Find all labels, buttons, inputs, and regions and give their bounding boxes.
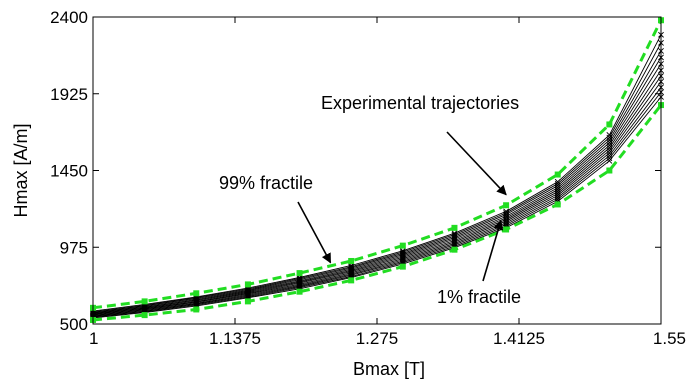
fractile-point xyxy=(348,257,355,264)
trajectory-line xyxy=(92,75,662,316)
fractile-point xyxy=(606,167,613,174)
trajectory-line xyxy=(92,57,662,314)
fractile-point xyxy=(554,201,561,208)
annotation-arrow xyxy=(482,219,504,282)
ticks-layer: 1 1.1375 1.275 1.4125 1.55 500 975 1450 1925 2400 xyxy=(50,8,686,348)
series-layer xyxy=(90,17,664,323)
annotation-arrow xyxy=(297,201,332,264)
y-axis-title: Hmax [A/m] xyxy=(11,123,31,217)
fractile-point xyxy=(244,298,251,305)
trajectory-line xyxy=(92,70,662,316)
y-tick-label: 1450 xyxy=(50,162,88,181)
fractile-point xyxy=(193,290,200,297)
fractile-point xyxy=(451,246,458,253)
annotation-1: 99% fractile xyxy=(219,173,332,264)
trajectory-point xyxy=(606,152,613,159)
x-tick-label: 1.55 xyxy=(653,329,686,348)
x-tick-label: 1.4125 xyxy=(493,329,545,348)
plot-frame xyxy=(92,16,662,325)
trajectory-point xyxy=(606,150,613,156)
fractile-point xyxy=(554,171,561,178)
trajectory-line xyxy=(92,50,662,314)
fractile-line xyxy=(92,104,663,322)
trajectory-point xyxy=(606,142,613,149)
trajectory-point xyxy=(606,155,613,162)
trajectory-line xyxy=(92,81,662,317)
y-tick-label: 500 xyxy=(60,315,88,334)
fractile-point xyxy=(399,263,406,270)
annotation-label: 1% fractile xyxy=(437,287,521,307)
y-tick-label: 2400 xyxy=(50,8,88,27)
fractile-point xyxy=(296,270,303,277)
trajectory-point xyxy=(606,144,613,151)
fractile-point xyxy=(606,121,613,128)
trajectory-point xyxy=(606,157,613,164)
series-1 xyxy=(90,102,664,323)
x-tick-label: 1.1375 xyxy=(209,329,261,348)
fractile-point xyxy=(141,298,148,305)
trajectory-line xyxy=(92,87,662,318)
fractile-point xyxy=(503,202,510,209)
trajectory-line xyxy=(92,42,662,313)
fractile-point xyxy=(348,277,355,284)
fractile-point xyxy=(141,312,148,319)
trajectory-line xyxy=(92,91,662,318)
x-tick-label: 1 xyxy=(89,329,98,348)
trajectory-point xyxy=(606,139,613,146)
y-tick-label: 975 xyxy=(60,238,88,257)
fractile-point xyxy=(244,281,251,288)
trajectory-point xyxy=(554,196,561,203)
fractile-point xyxy=(399,242,406,249)
annotation-2: 1% fractile xyxy=(437,219,521,307)
trajectory-line xyxy=(92,34,662,312)
annotation-arrow xyxy=(446,131,507,196)
annotation-label: 99% fractile xyxy=(219,173,313,193)
series-10 xyxy=(90,84,664,320)
annotation-label: Experimental trajectories xyxy=(321,93,519,113)
annotations: Experimental trajectories 99% fractile 1% … xyxy=(219,93,521,307)
trajectory-point xyxy=(606,147,613,154)
trajectory-line xyxy=(92,63,662,315)
series-12 xyxy=(90,94,664,321)
fractile-point xyxy=(451,224,458,231)
y-tick-label: 1925 xyxy=(50,85,88,104)
trajectory-line xyxy=(92,96,662,319)
x-axis-title: Bmax [T] xyxy=(353,359,425,379)
fractile-point xyxy=(503,226,510,233)
fractile-point xyxy=(296,288,303,295)
series-11 xyxy=(90,89,664,321)
fractile-point xyxy=(193,306,200,313)
x-tick-label: 1.275 xyxy=(356,329,399,348)
annotation-0: Experimental trajectories xyxy=(321,93,519,196)
series-9 xyxy=(90,78,664,319)
